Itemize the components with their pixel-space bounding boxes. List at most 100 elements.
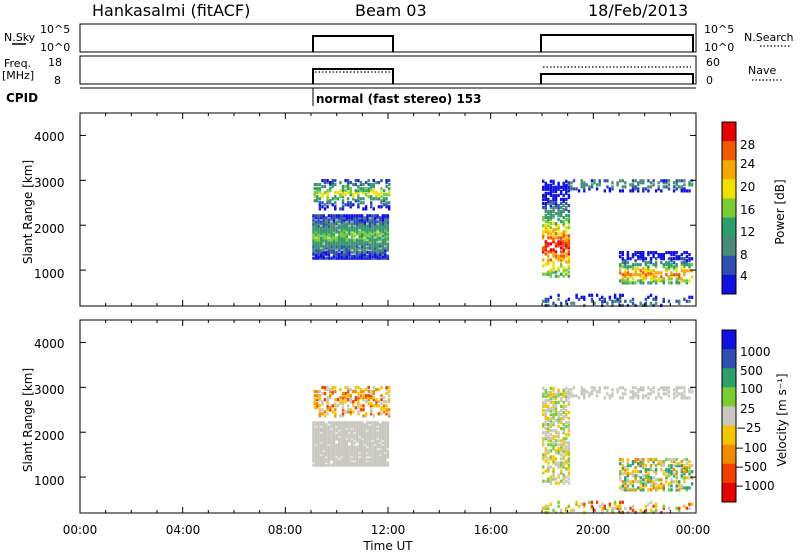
velocity-cell xyxy=(320,457,323,461)
power-ylabel: Slant Range [km] xyxy=(21,160,35,264)
power-cell xyxy=(327,228,331,232)
power-cell xyxy=(317,214,320,218)
velocity-cell xyxy=(583,390,586,394)
power-cell xyxy=(660,253,663,257)
velocity-cell xyxy=(345,457,348,461)
velocity-cell xyxy=(313,398,316,402)
power-cell xyxy=(345,240,348,244)
velocity-cell xyxy=(359,390,363,394)
power-cell xyxy=(332,228,336,232)
velocity-cell xyxy=(370,402,373,406)
velocity-cell xyxy=(372,404,375,408)
velocity-cell xyxy=(368,461,372,465)
power-cell xyxy=(611,301,614,305)
velocity-cell xyxy=(624,476,627,480)
velocity-cell xyxy=(312,433,315,437)
power-cell xyxy=(348,220,351,224)
power-cell xyxy=(552,207,555,212)
velocity-cell xyxy=(353,445,356,449)
velocity-ytick-3000: 3000 xyxy=(34,383,65,397)
power-cell xyxy=(547,232,550,236)
power-cell xyxy=(567,260,571,264)
power-cell xyxy=(547,270,550,274)
power-cell xyxy=(354,199,357,203)
power-cell xyxy=(672,265,676,269)
velocity-cell xyxy=(317,461,320,465)
velocity-cell xyxy=(631,470,635,474)
power-cell xyxy=(388,187,391,191)
velocity-cell xyxy=(549,481,553,485)
velocity-cell xyxy=(652,390,655,394)
power-cell xyxy=(657,181,660,185)
power-cell xyxy=(642,277,645,281)
power-cell xyxy=(654,271,658,275)
velocity-cell xyxy=(685,466,689,470)
power-cell xyxy=(358,220,361,224)
power-cell xyxy=(619,251,622,255)
power-cell xyxy=(386,244,390,248)
power-cell xyxy=(660,271,663,275)
velocity-cell xyxy=(626,488,630,492)
power-cell xyxy=(322,234,325,238)
velocity-cell xyxy=(560,447,563,451)
power-cell xyxy=(634,185,637,189)
xtick-1600: 16:00 xyxy=(474,523,509,537)
velocity-cell xyxy=(562,400,565,404)
velocity-cell xyxy=(345,425,348,429)
velocity-cell xyxy=(361,443,364,447)
power-cell xyxy=(565,205,568,210)
power-cell xyxy=(542,232,545,236)
velocity-cell xyxy=(629,482,632,486)
power-cell xyxy=(366,216,369,220)
power-cell xyxy=(312,218,315,222)
velocity-cell xyxy=(314,423,318,427)
velocity-cell xyxy=(370,396,373,400)
velocity-cell xyxy=(323,398,327,402)
power-cell xyxy=(382,199,386,203)
power-cell xyxy=(652,253,655,257)
power-cell xyxy=(626,261,630,265)
velocity-cell xyxy=(670,458,673,462)
velocity-cell xyxy=(312,459,315,463)
power-cell xyxy=(552,214,555,218)
power-cell xyxy=(567,195,571,199)
power-cell xyxy=(562,222,565,226)
power-cell xyxy=(624,185,627,189)
velocity-cell xyxy=(317,453,320,457)
power-cell xyxy=(368,240,372,244)
velocity-cell xyxy=(361,441,364,445)
power-cell xyxy=(595,187,599,191)
velocity-cell xyxy=(371,445,374,449)
velocity-cell xyxy=(314,431,318,435)
power-cell xyxy=(662,181,665,185)
power-cell xyxy=(314,220,318,224)
velocity-cell xyxy=(549,392,553,396)
velocity-cell xyxy=(312,447,315,451)
power-cell xyxy=(355,238,359,242)
velocity-cell xyxy=(384,459,387,463)
power-cell xyxy=(373,256,377,260)
power-cell xyxy=(335,236,338,240)
velocity-cell xyxy=(379,439,382,443)
power-cell xyxy=(352,183,355,187)
velocity-cell xyxy=(554,481,558,485)
power-cell xyxy=(629,189,632,193)
power-cell xyxy=(381,216,384,220)
velocity-cell xyxy=(388,394,391,398)
velocity-cell xyxy=(321,412,324,416)
velocity-cell xyxy=(335,457,338,461)
power-cell xyxy=(670,251,673,255)
power-cell xyxy=(371,240,374,244)
velocity-cell xyxy=(644,476,648,480)
velocity-cell xyxy=(639,480,642,484)
velocity-cell xyxy=(379,425,382,429)
velocity-cell xyxy=(323,414,327,418)
power-cell xyxy=(358,232,361,236)
velocity-cell xyxy=(345,439,348,443)
power-cell xyxy=(313,191,316,195)
velocity-cell xyxy=(644,470,648,474)
power-cell xyxy=(667,299,671,303)
power-cell xyxy=(624,281,627,285)
power-cell xyxy=(320,248,323,252)
power-cell xyxy=(340,244,343,248)
